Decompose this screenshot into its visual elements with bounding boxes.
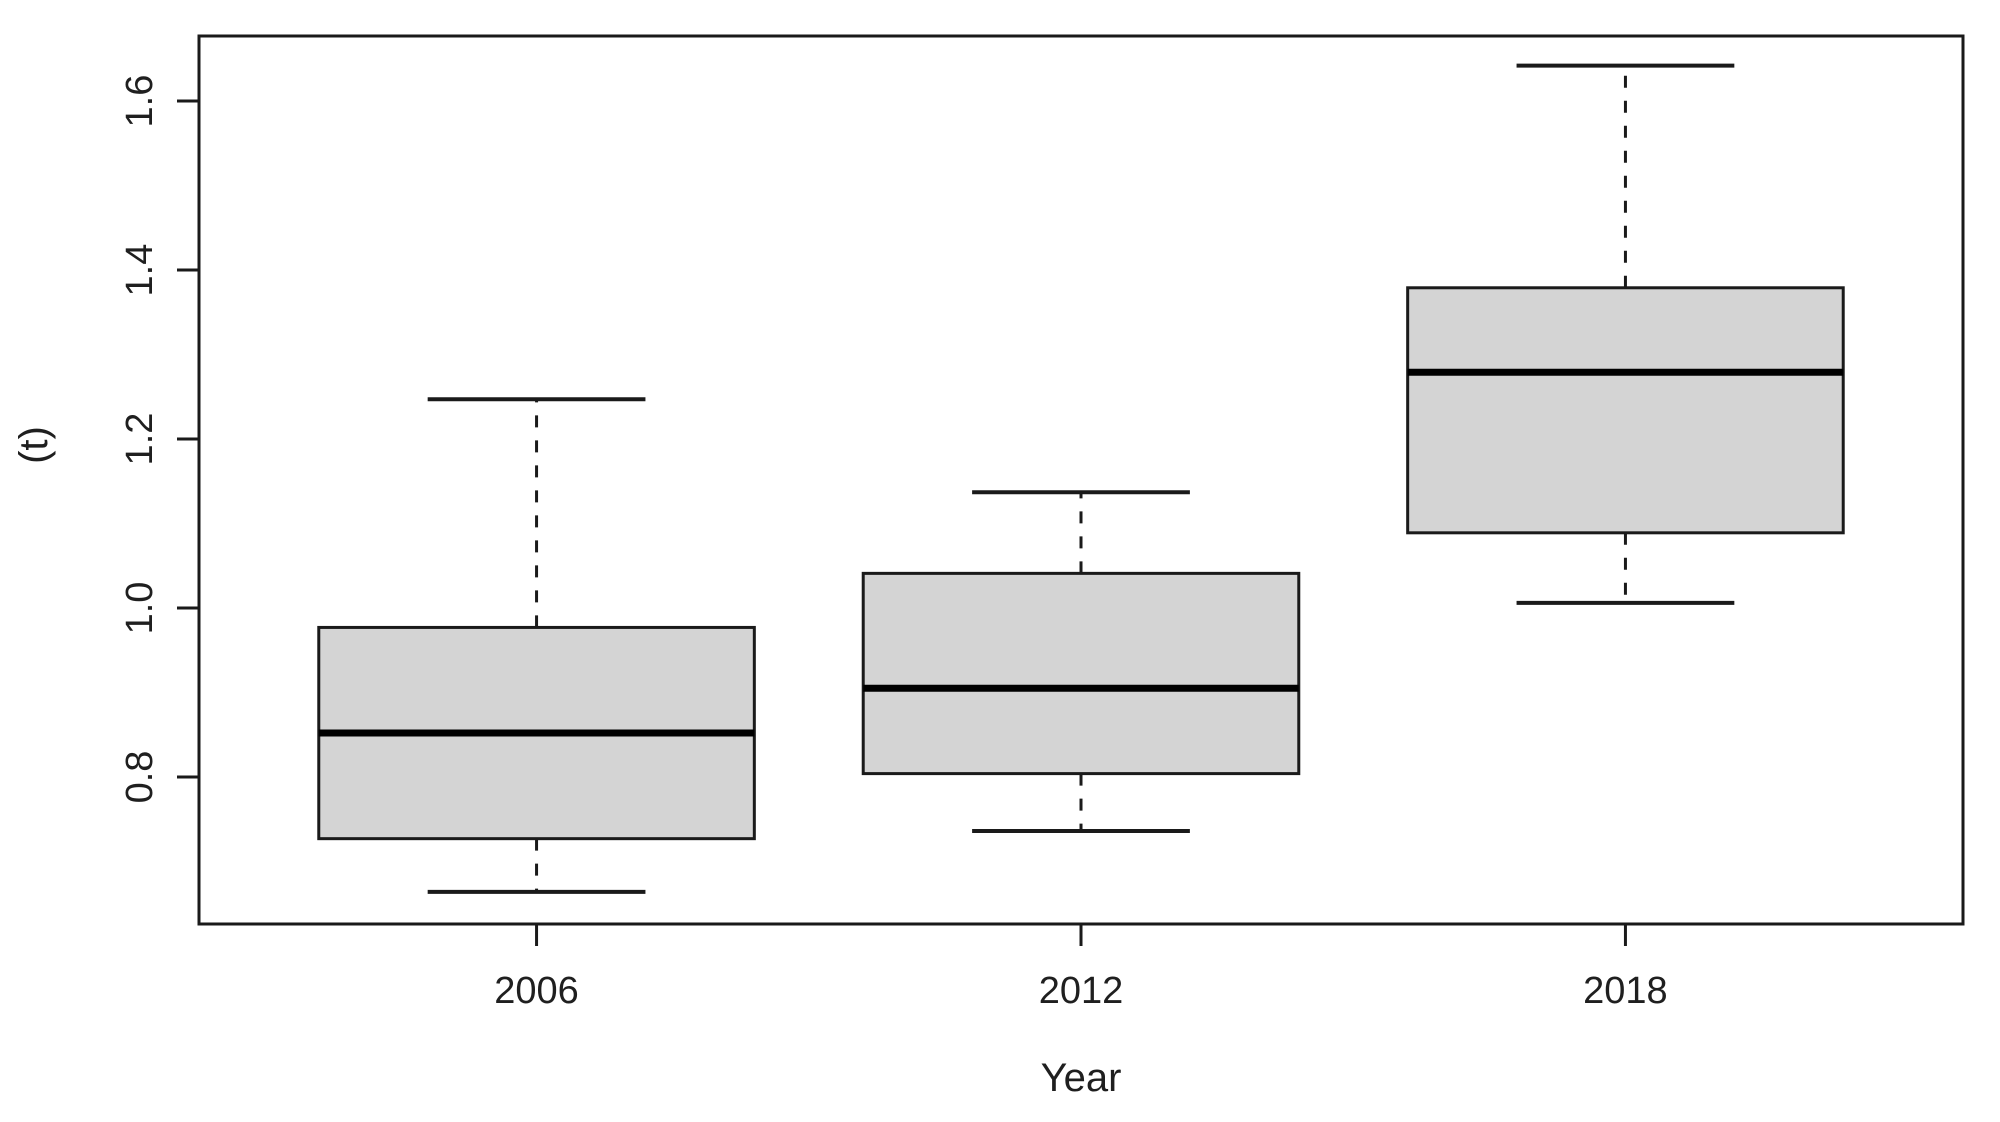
x-axis-title: Year: [1040, 1056, 1122, 1100]
y-tick-label-0.8: 0.8: [119, 751, 161, 804]
y-tick-label-1.2: 1.2: [119, 413, 161, 466]
y-axis-title: (t): [12, 426, 56, 464]
y-tick-label-1.4: 1.4: [119, 244, 161, 297]
box-group-2012: [861, 490, 1301, 834]
iqr-box-2012: [861, 571, 1301, 776]
x-tick-label-2018: 2018: [1583, 970, 1668, 1012]
y-tick-label-1.0: 1.0: [119, 582, 161, 635]
iqr-box-2018: [1406, 286, 1845, 535]
y-tick-label-1.6: 1.6: [119, 75, 161, 128]
box-group-2018: [1406, 63, 1845, 605]
box-group-2006: [317, 397, 756, 894]
x-tick-label-2006: 2006: [494, 970, 579, 1012]
x-tick-label-2012: 2012: [1039, 970, 1124, 1012]
